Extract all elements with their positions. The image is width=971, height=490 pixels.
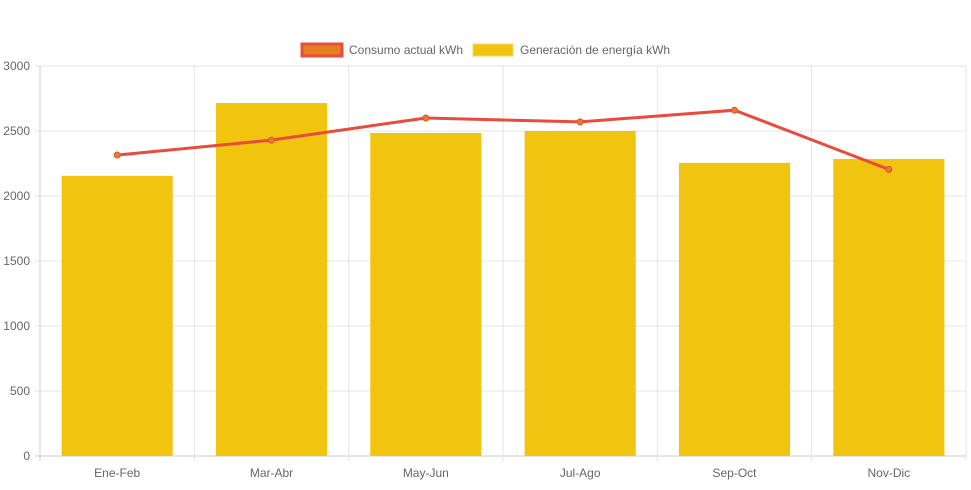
bar-mar-abr[interactable] xyxy=(215,103,328,457)
grid xyxy=(35,65,967,461)
point-consumo-sep-oct[interactable] xyxy=(731,106,738,114)
y-axis: 0 500 1000 1500 2000 2500 3000 xyxy=(3,59,30,463)
legend-item-generacion[interactable]: Generación de energía kWh xyxy=(472,43,670,57)
y-tick-label: 2000 xyxy=(3,189,30,203)
x-tick-label: Mar-Abr xyxy=(250,466,293,480)
y-tick-label: 0 xyxy=(23,449,30,463)
bar-ene-feb[interactable] xyxy=(61,175,173,456)
y-tick-label: 1500 xyxy=(3,254,30,268)
bar-sep-oct[interactable] xyxy=(678,162,791,456)
legend-swatch-generacion xyxy=(472,43,514,57)
y-tick-label: 500 xyxy=(10,384,30,398)
line-series xyxy=(113,106,893,173)
y-tick-label: 3000 xyxy=(3,59,30,73)
point-consumo-mar-abr[interactable] xyxy=(268,136,275,144)
point-consumo-may-jun[interactable] xyxy=(422,114,430,122)
x-tick-label: Jul-Ago xyxy=(560,466,601,480)
bar-may-jun[interactable] xyxy=(370,132,482,456)
bar-nov-dic[interactable] xyxy=(833,158,945,456)
point-consumo-nov-dic[interactable] xyxy=(885,165,893,173)
legend: Consumo actual kWh Generación de energía… xyxy=(300,42,670,58)
x-tick-label: Ene-Feb xyxy=(94,466,140,480)
x-tick-label: Sep-Oct xyxy=(712,466,757,480)
bar-jul-ago[interactable] xyxy=(524,131,636,456)
y-tick-label: 2500 xyxy=(3,124,30,138)
legend-swatch-consumo xyxy=(300,42,344,58)
x-tick-label: Nov-Dic xyxy=(867,466,910,480)
bars xyxy=(61,103,945,457)
legend-label-consumo: Consumo actual kWh xyxy=(349,43,463,57)
legend-item-consumo[interactable]: Consumo actual kWh xyxy=(300,42,463,58)
x-axis: Ene-Feb Mar-Abr May-Jun Jul-Ago Sep-Oct Nov-D… xyxy=(94,466,910,480)
point-consumo-ene-feb[interactable] xyxy=(113,151,121,159)
point-consumo-jul-ago[interactable] xyxy=(576,118,584,126)
legend-label-generacion: Generación de energía kWh xyxy=(520,43,670,57)
line-consumo xyxy=(117,108,890,171)
x-tick-label: May-Jun xyxy=(403,466,449,480)
y-tick-label: 1000 xyxy=(3,319,30,333)
